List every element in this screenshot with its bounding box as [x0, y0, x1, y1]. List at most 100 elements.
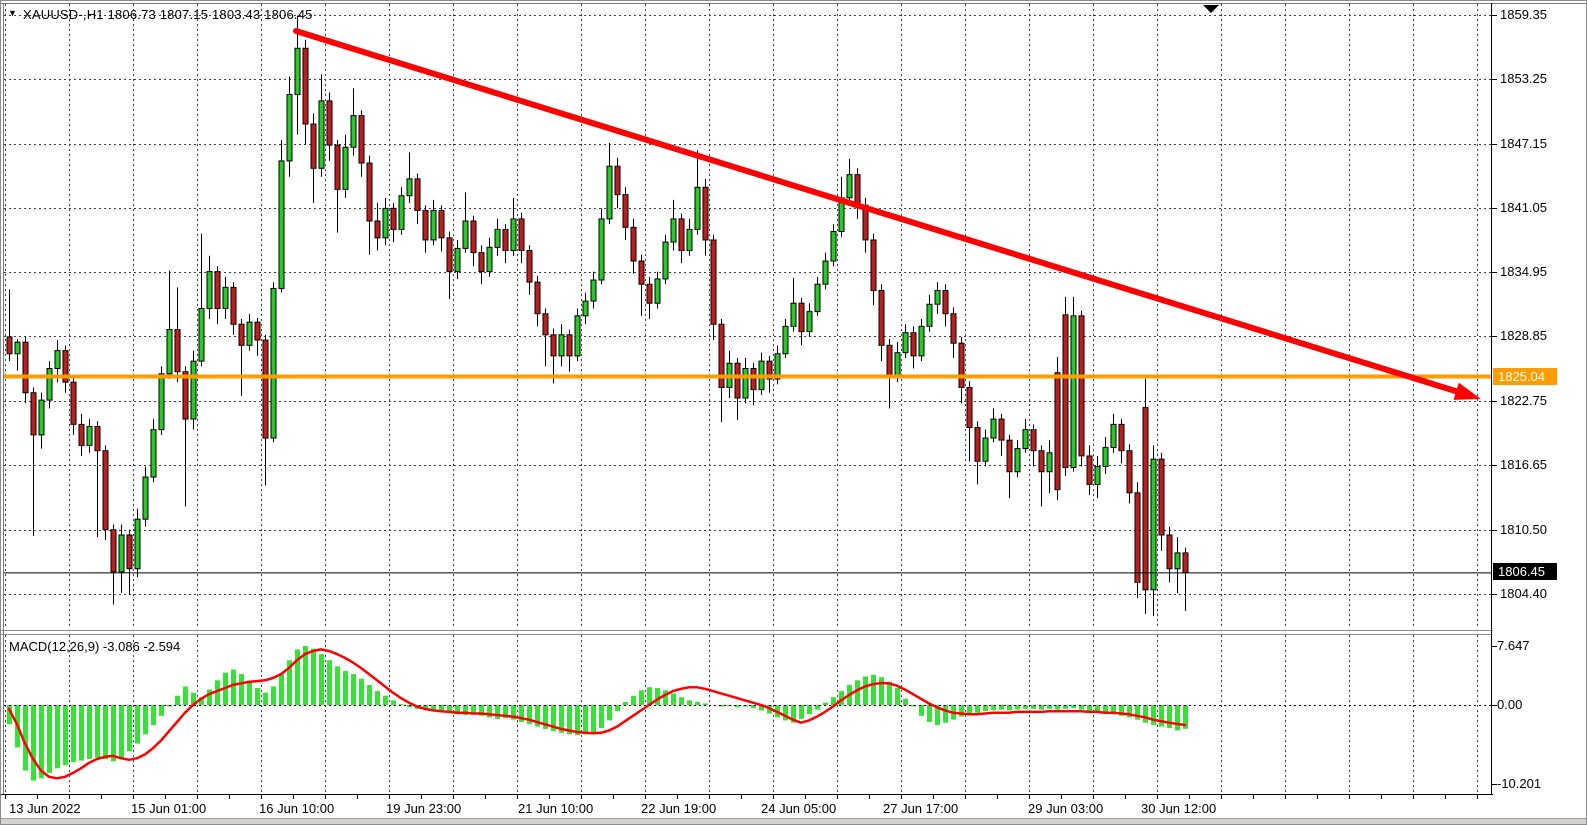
candle	[1110, 413, 1117, 453]
candle	[870, 233, 877, 306]
candle	[1030, 424, 1037, 467]
candle	[1150, 445, 1157, 617]
resistance-price-badge: 1825.04	[1493, 368, 1557, 385]
candle	[758, 352, 765, 395]
candle	[214, 266, 221, 325]
candle	[718, 318, 725, 423]
candle	[70, 376, 77, 435]
candle	[694, 150, 701, 235]
candle	[566, 329, 573, 372]
candle	[14, 339, 21, 371]
candle	[1102, 437, 1109, 474]
time-tick-label: 24 Jun 05:00	[761, 801, 837, 816]
candle	[494, 218, 501, 256]
candle	[750, 363, 757, 406]
candle	[1126, 444, 1133, 504]
candle	[1182, 547, 1189, 611]
time-tick-label: 19 Jun 23:00	[386, 801, 462, 816]
candle	[334, 139, 341, 233]
candle	[286, 76, 293, 177]
chart-symbol-marker-icon: ▼	[8, 8, 17, 18]
price-tick-label: 1859.35	[1500, 7, 1547, 22]
candle	[1062, 296, 1069, 476]
candle	[390, 203, 397, 243]
overlays-layer	[4, 5, 1491, 574]
candle	[438, 205, 445, 252]
candle	[1006, 434, 1013, 499]
candle	[582, 292, 589, 325]
candle	[238, 318, 245, 396]
price-tick-label: 1834.95	[1500, 264, 1547, 279]
candle	[414, 173, 421, 225]
candle	[110, 524, 117, 605]
candle	[342, 134, 349, 198]
candle	[926, 294, 933, 332]
candle	[38, 392, 45, 449]
candle	[1046, 440, 1053, 493]
macd-tick-label: -10.201	[1497, 776, 1542, 791]
candle	[902, 324, 909, 358]
chart-shift-marker[interactable]	[1203, 5, 1219, 13]
candle	[1118, 419, 1125, 464]
candle	[1174, 537, 1181, 593]
candle	[118, 524, 125, 593]
candle	[510, 197, 517, 256]
candle	[182, 366, 189, 507]
candle	[838, 176, 845, 237]
price-tick-label: 1847.15	[1500, 136, 1547, 151]
macd-tick-label: 0.00	[1497, 697, 1523, 712]
candle	[350, 88, 357, 156]
candle	[318, 74, 325, 177]
trendline-arrowhead[interactable]	[1453, 382, 1481, 400]
candle	[310, 113, 317, 204]
candle	[534, 275, 541, 327]
candle	[406, 152, 413, 204]
candle	[294, 15, 301, 135]
candle	[614, 157, 621, 209]
candle	[1054, 356, 1061, 501]
candle	[822, 252, 829, 290]
time-tick-label: 13 Jun 2022	[9, 801, 81, 816]
candle	[470, 215, 477, 267]
candle	[814, 276, 821, 316]
macd-tick-label: 7.647	[1497, 638, 1530, 653]
candle	[246, 313, 253, 351]
price-tick-label: 1841.05	[1500, 200, 1547, 215]
candle	[1086, 445, 1093, 495]
candle	[454, 239, 461, 279]
candle	[846, 158, 853, 204]
price-tick-label: 1816.65	[1500, 457, 1547, 472]
candle	[422, 205, 429, 253]
time-tick-label: 22 Jun 19:00	[641, 801, 717, 816]
candle	[462, 192, 469, 253]
candle	[518, 212, 525, 264]
candle	[878, 284, 885, 362]
grid-lines	[4, 4, 1491, 793]
candle	[982, 429, 989, 467]
candle	[1166, 526, 1173, 583]
candle	[174, 287, 181, 383]
candle	[358, 110, 365, 177]
candle	[782, 318, 789, 358]
pane-frame	[1, 3, 1586, 795]
candle	[574, 308, 581, 362]
candle	[1014, 440, 1021, 478]
candle	[942, 284, 949, 327]
candle	[78, 413, 85, 456]
candle	[798, 297, 805, 346]
candles-layer	[6, 15, 1189, 617]
candle	[1134, 482, 1141, 599]
candle	[198, 233, 205, 367]
price-tick-label: 1853.25	[1500, 71, 1547, 86]
candle	[254, 317, 261, 356]
candle	[678, 213, 685, 264]
candle	[1094, 455, 1101, 499]
candle	[30, 387, 37, 537]
candle	[766, 355, 773, 393]
trendline[interactable]	[293, 28, 1465, 397]
candle	[382, 197, 389, 246]
candle	[966, 381, 973, 462]
candle	[654, 271, 661, 309]
